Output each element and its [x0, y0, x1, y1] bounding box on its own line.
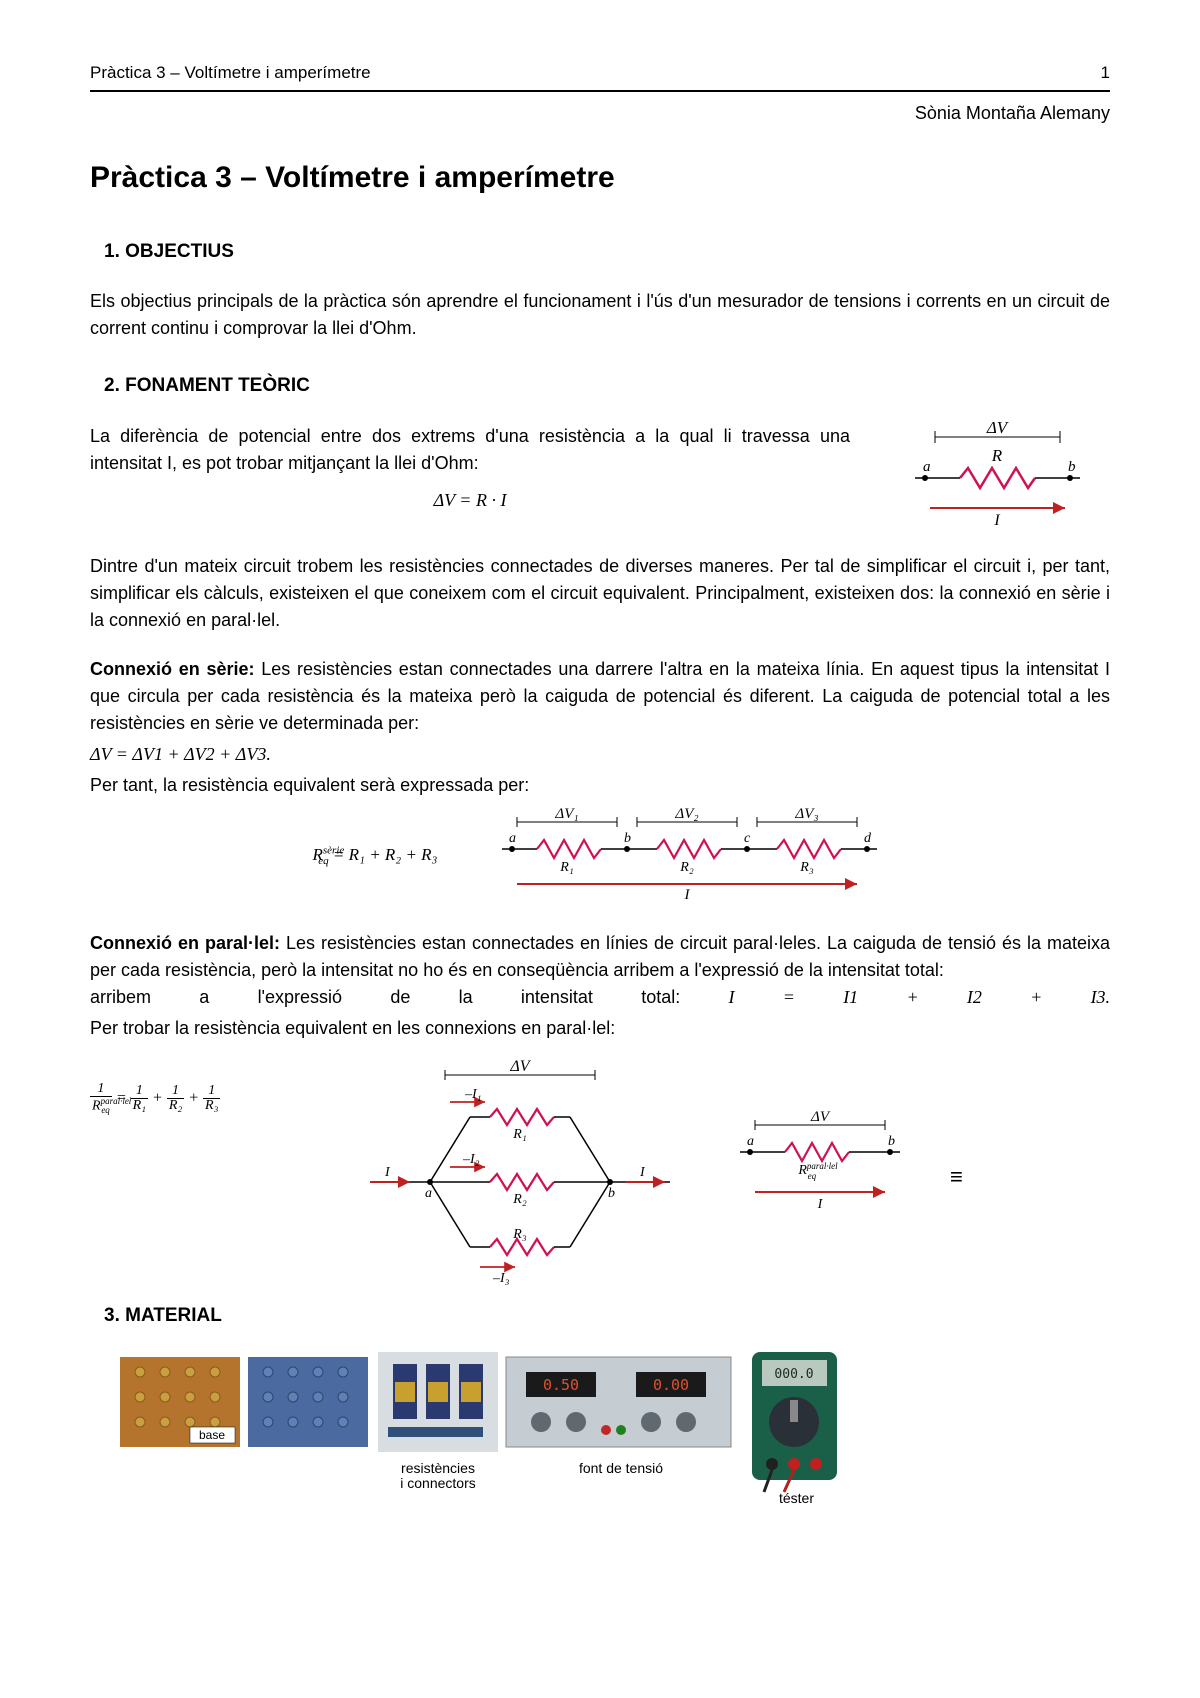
label-node-d: d	[864, 831, 872, 846]
ohm-row: La diferència de potencial entre dos ext…	[90, 423, 1110, 533]
material-tester: 000.0 téster	[744, 1352, 849, 1506]
image-tester: 000.0	[744, 1352, 849, 1487]
paragraph-ohm-intro: La diferència de potencial entre dos ext…	[90, 423, 850, 477]
label-node-a: a	[509, 831, 516, 846]
diagram-single-resistor: ΔV R a b I	[880, 423, 1110, 533]
image-power-supply: 0.50 0.00	[506, 1352, 736, 1457]
label-r2: R₂	[680, 860, 695, 875]
label-R: R	[991, 446, 1003, 465]
image-base: base	[120, 1352, 370, 1457]
paragraph-objectius: Els objectius principals de la pràctica …	[90, 288, 1110, 342]
label-dv: ΔV	[986, 418, 1010, 437]
label-eq-a: a	[747, 1134, 754, 1149]
parallel-formula-diagram-row: 1Rparal·leleq = 1R₁ + 1R₂ + 1R₃ ΔV a b	[90, 1062, 1110, 1292]
section-1-title: OBJECTIUS	[125, 241, 234, 262]
label-par-I-left: I	[384, 1165, 391, 1180]
material-resistors: resistències i connectors	[378, 1352, 498, 1492]
formula-req-serie: Rsèrieeq = R₁ + R₂ + R₃	[313, 842, 438, 870]
label-I: I	[993, 512, 1000, 529]
label-par-dv: ΔV	[509, 1058, 531, 1075]
diagram-series: ΔV₁ ΔV₂ ΔV₃ a b c d R₁ R₂ R₃ I	[487, 809, 887, 904]
section-3-num: 3.	[104, 1305, 120, 1326]
label-dv1: ΔV₁	[555, 806, 579, 822]
svg-text:0.00: 0.00	[653, 1376, 689, 1394]
svg-text:000.0: 000.0	[774, 1367, 813, 1382]
label-par-r3: R₃	[512, 1227, 527, 1242]
label-par-b: b	[608, 1186, 615, 1201]
author-name: Sònia Montaña Alemany	[90, 100, 1110, 127]
material-images-row: base resistències i connectors 0.	[120, 1352, 1110, 1506]
diagram-parallel: ΔV a b	[350, 1062, 690, 1292]
label-node-b: b	[624, 831, 631, 846]
svg-text:0.50: 0.50	[543, 1376, 579, 1394]
material-power-supply: 0.50 0.00 font de tensió	[506, 1352, 736, 1476]
label-a: a	[923, 459, 931, 475]
label-eq-b: b	[888, 1134, 895, 1149]
label-connexio-parallel: Connexió en paral·lel:	[90, 933, 280, 953]
label-par-r1: R₁	[512, 1127, 526, 1142]
label-r1: R₁	[560, 860, 574, 875]
header-left: Pràctica 3 – Voltímetre i amperímetre	[90, 60, 371, 86]
label-dv2: ΔV₂	[675, 806, 699, 822]
label-tester: téster	[779, 1491, 814, 1506]
section-3-title: MATERIAL	[125, 1305, 222, 1326]
label-resistors: resistències i connectors	[400, 1461, 475, 1492]
serie-formula-diagram-row: Rsèrieeq = R₁ + R₂ + R₃ ΔV₁ ΔV₂ ΔV₃ a b …	[90, 809, 1110, 904]
page-title: Pràctica 3 – Voltímetre i amperímetre	[90, 155, 1110, 200]
text-serie-2: Per tant, la resistència equivalent serà…	[90, 772, 1110, 799]
paragraph-equivalent: Dintre d'un mateix circuit trobem les re…	[90, 553, 1110, 634]
formula-req-parallel: 1Rparal·leleq = 1R₁ + 1R₂ + 1R₃	[90, 1062, 320, 1115]
label-base: base	[199, 1428, 225, 1442]
label-req: Rparal·leleq	[797, 1161, 838, 1181]
label-connexio-serie: Connexió en sèrie:	[90, 659, 255, 679]
section-1-heading: 1. OBJECTIUS	[104, 238, 1110, 267]
label-i1: –I₁	[464, 1087, 482, 1102]
label-power-supply: font de tensió	[579, 1461, 663, 1476]
section-1-num: 1.	[104, 241, 120, 262]
formula-ohm: ΔV = R · I	[90, 487, 850, 514]
text-parallel-2: Per trobar la resistència equivalent en …	[90, 1015, 1110, 1042]
label-eq-dv: ΔV	[810, 1109, 831, 1125]
label-b: b	[1068, 459, 1076, 475]
label-par-I-right: I	[639, 1165, 646, 1180]
formula-dv-serie: ΔV = ΔV1 + ΔV2 + ΔV3.	[90, 741, 1110, 768]
section-2-title: FONAMENT TEÒRIC	[125, 375, 310, 396]
image-resistors	[378, 1352, 498, 1457]
label-r3: R₃	[800, 860, 815, 875]
label-par-r2: R₂	[512, 1192, 527, 1207]
diagram-parallel-equivalent: ΔV a b Rparal·leleq I	[720, 1112, 920, 1232]
label-dv3: ΔV₃	[795, 806, 819, 822]
label-i2: –I₂	[462, 1152, 480, 1167]
equiv-symbol: ≡	[950, 1160, 963, 1193]
ohm-text-block: La diferència de potencial entre dos ext…	[90, 423, 850, 532]
section-3-heading: 3. MATERIAL	[104, 1302, 1110, 1331]
label-node-c: c	[744, 831, 751, 846]
label-eq-I: I	[817, 1197, 824, 1212]
section-2-heading: 2. FONAMENT TEÒRIC	[104, 372, 1110, 401]
paragraph-serie: Connexió en sèrie: Les resistències esta…	[90, 656, 1110, 737]
label-i3: –I₃	[492, 1271, 510, 1286]
paragraph-parallel: Connexió en paral·lel: Les resistències …	[90, 930, 1110, 1011]
material-base: base	[120, 1352, 370, 1457]
section-2-num: 2.	[104, 375, 120, 396]
label-par-a: a	[425, 1186, 432, 1201]
label-serie-I: I	[684, 887, 691, 903]
header-page-number: 1	[1101, 60, 1110, 86]
page-header: Pràctica 3 – Voltímetre i amperímetre 1	[90, 60, 1110, 92]
